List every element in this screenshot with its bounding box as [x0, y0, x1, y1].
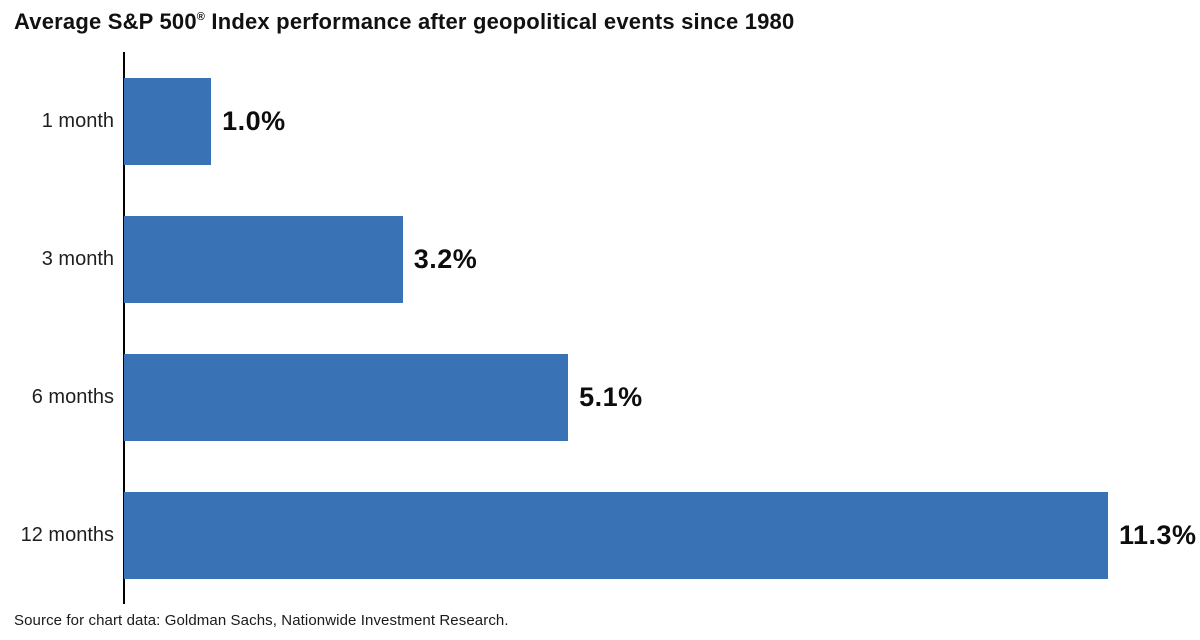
category-label: 6 months — [31, 385, 114, 408]
bar — [124, 491, 1108, 579]
source-note: Source for chart data: Goldman Sachs, Na… — [14, 612, 509, 629]
value-label: 3.2% — [413, 243, 478, 274]
bar-track: 5.1% — [124, 353, 1200, 441]
bar — [124, 77, 212, 165]
bar-row: 1 month 1.0% — [0, 52, 1200, 190]
bar-row: 3 month 3.2% — [0, 190, 1200, 328]
bar-track: 1.0% — [124, 77, 1200, 165]
value-label: 11.3% — [1119, 519, 1197, 550]
y-axis-line — [123, 52, 125, 604]
chart-title-text: Index performance after geopolitical eve… — [205, 9, 795, 34]
bar-row: 6 months 5.1% — [0, 328, 1200, 466]
bar-track: 3.2% — [124, 215, 1200, 303]
bar-row: 12 months 11.3% — [0, 466, 1200, 604]
category-label: 1 month — [41, 109, 114, 132]
bar-track: 11.3% — [124, 491, 1200, 579]
bar — [124, 353, 569, 441]
category-label: 12 months — [20, 523, 114, 546]
chart-title: Average S&P 500® Index performance after… — [14, 8, 794, 40]
registered-trademark-symbol: ® — [196, 11, 206, 23]
value-label: 5.1% — [579, 381, 643, 412]
value-label: 1.0% — [222, 105, 286, 136]
chart-title-text: Average S&P 500 — [14, 9, 197, 34]
category-label: 3 month — [41, 247, 114, 270]
bar — [124, 215, 403, 303]
plot-area: 1 month 1.0% 3 month 3.2% 6 months 5.1% 12 mon… — [0, 52, 1200, 604]
